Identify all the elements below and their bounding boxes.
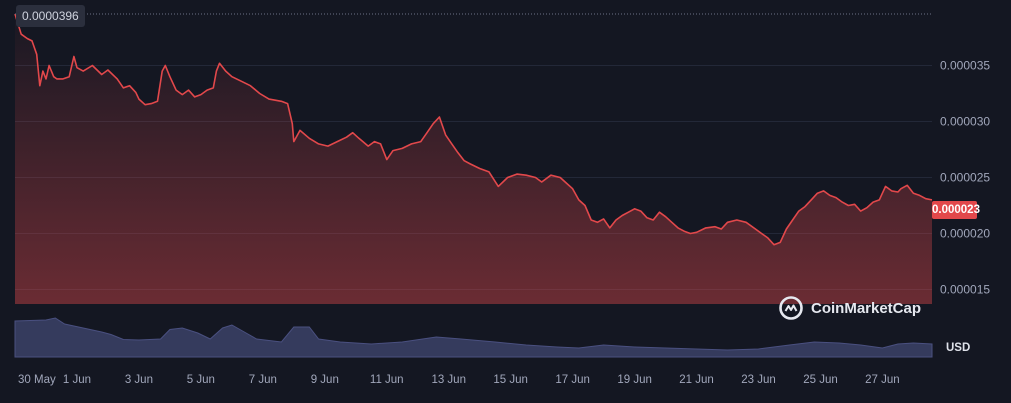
y-axis-ticks: 0.000015 0.000020 0.000025 0.000030 0.000035 [940, 59, 990, 297]
x-tick-label: 11 Jun [370, 374, 404, 386]
y-tick-label: 0.000035 [940, 59, 990, 73]
y-tick-label: 0.000020 [940, 226, 990, 240]
y-tick-label: 0.000030 [940, 114, 990, 128]
x-tick-label: 7 Jun [249, 374, 277, 386]
currency-label: USD [946, 342, 971, 354]
x-tick-label: 27 Jun [865, 374, 900, 386]
x-tick-label: 5 Jun [187, 374, 215, 386]
coinmarketcap-logo-icon [779, 296, 803, 320]
current-price-badge: 0.000023 [932, 201, 980, 219]
y-tick-label: 0.000015 [940, 282, 990, 296]
price-line [14, 13, 933, 246]
x-tick-label: 9 Jun [311, 374, 339, 386]
brand-name: CoinMarketCap [811, 299, 922, 317]
volume-area [14, 317, 933, 358]
x-tick-label: 17 Jun [555, 374, 590, 386]
y-tick-label: 0.000025 [940, 170, 990, 184]
price-area-fill [15, 14, 932, 304]
x-tick-label: 15 Jun [493, 374, 528, 386]
x-tick-label: 19 Jun [617, 374, 652, 386]
x-tick-label: 30 May [18, 374, 56, 386]
x-tick-label: 23 Jun [741, 374, 776, 386]
max-price-badge: 0.0000396 [16, 5, 85, 27]
brand-watermark: CoinMarketCap [778, 295, 921, 321]
x-tick-label: 13 Jun [431, 374, 466, 386]
x-tick-label: 3 Jun [125, 374, 153, 386]
x-tick-label: 25 Jun [803, 374, 838, 386]
x-axis-ticks: 30 May 1 Jun 3 Jun 5 Jun 7 Jun 9 Jun 11 Jun 13 … [18, 374, 900, 386]
x-tick-label: 1 Jun [63, 374, 91, 386]
x-tick-label: 21 Jun [679, 374, 714, 386]
